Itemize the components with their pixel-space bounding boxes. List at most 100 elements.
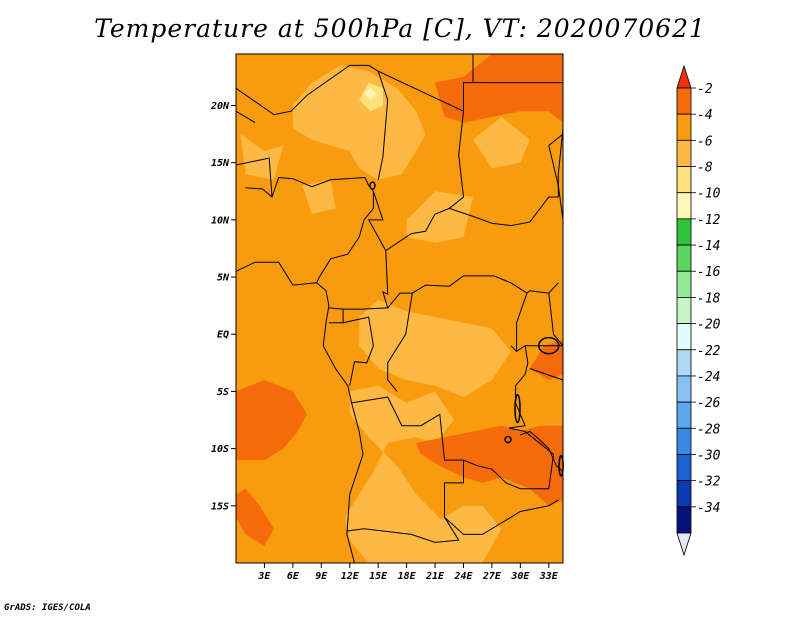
grads-credit: GrADS: IGES/COLA bbox=[4, 603, 91, 613]
colorbar-box bbox=[676, 427, 692, 455]
colorbar-label: -26 bbox=[697, 396, 721, 411]
map-axes: 20N 15N 10N 5N EQ 5S 10S 15S 3E 6E 9E 12E 15E 18E 21E 2… bbox=[210, 101, 559, 582]
border-line bbox=[449, 196, 559, 227]
colorbar-box bbox=[676, 192, 692, 220]
lon-tick-label: 33E bbox=[539, 571, 559, 582]
colorbar-label: -24 bbox=[697, 370, 720, 385]
lake-mweru bbox=[504, 435, 512, 444]
border-line bbox=[444, 499, 559, 535]
colorbar-box bbox=[676, 323, 692, 351]
lon-tick-label: 24E bbox=[453, 571, 473, 582]
border-line bbox=[463, 427, 555, 490]
colorbar-label: -8 bbox=[697, 161, 713, 176]
lon-tick-label: 30E bbox=[510, 571, 530, 582]
colorbar-top-arrow bbox=[676, 64, 692, 89]
lat-tick-label: 10S bbox=[211, 444, 229, 455]
colorbar-box bbox=[676, 87, 692, 115]
field-band-sudan bbox=[473, 116, 530, 169]
field-warm-atlantic bbox=[236, 380, 308, 461]
field-band-south bbox=[345, 385, 464, 563]
colorbar-label: -22 bbox=[697, 344, 721, 359]
colorbar-box bbox=[676, 113, 692, 141]
field-warm-ne bbox=[515, 54, 563, 85]
lat-tick-label: 5N bbox=[217, 273, 230, 284]
field-warm-lake bbox=[529, 340, 563, 380]
border-line bbox=[557, 128, 564, 197]
lat-tick-label: 5S bbox=[217, 387, 229, 398]
colorbar-label: -14 bbox=[697, 239, 720, 254]
colorbar-box bbox=[676, 297, 692, 324]
field-band-west bbox=[240, 134, 284, 180]
border-line bbox=[520, 430, 564, 472]
colorbar-box bbox=[676, 218, 692, 246]
colorbar-box bbox=[676, 270, 692, 298]
lon-tick-label: 12E bbox=[341, 571, 360, 582]
lat-tick-label: EQ bbox=[217, 330, 229, 341]
colorbar-label: -6 bbox=[697, 134, 713, 149]
colorbar-box bbox=[676, 506, 692, 534]
lat-tick-label: 20N bbox=[210, 101, 230, 112]
border-line bbox=[508, 344, 529, 429]
field-warm-sw bbox=[236, 488, 274, 546]
colorbar-label: -34 bbox=[697, 501, 720, 516]
field-cool-core bbox=[364, 87, 377, 100]
border-line bbox=[367, 105, 465, 252]
lat-tick-label: 15N bbox=[211, 158, 230, 169]
colorbar-box bbox=[676, 375, 692, 403]
colorbar-box bbox=[676, 139, 692, 167]
border-line bbox=[463, 54, 474, 106]
border-line bbox=[235, 110, 256, 124]
border-line bbox=[548, 293, 564, 347]
lon-tick-label: 18E bbox=[398, 571, 417, 582]
chart-title: Temperature at 500hPa [C], VT: 202007062… bbox=[94, 14, 706, 43]
colorbar-box bbox=[676, 454, 692, 482]
field-band-nigeria bbox=[302, 179, 336, 215]
colorbar-label: -12 bbox=[697, 213, 721, 228]
colorbar-box bbox=[676, 401, 692, 429]
border-line bbox=[529, 368, 564, 381]
lon-tick-label: 3E bbox=[257, 571, 271, 582]
temperature-field bbox=[236, 54, 563, 563]
border-line bbox=[516, 292, 528, 352]
colorbar-box bbox=[676, 166, 692, 194]
border-line bbox=[346, 396, 464, 543]
colorbar-label: -20 bbox=[697, 318, 721, 333]
colorbar-label: -18 bbox=[697, 291, 721, 306]
border-line bbox=[387, 275, 559, 309]
colorbar-label: -32 bbox=[697, 475, 721, 490]
lon-tick-label: 15E bbox=[369, 571, 388, 582]
field-band-southeast bbox=[368, 505, 502, 563]
colorbar-label: -28 bbox=[697, 422, 721, 437]
lat-tick-label: 15S bbox=[211, 501, 229, 512]
field-band-congo bbox=[359, 299, 511, 398]
colorbar-label: -16 bbox=[697, 265, 721, 280]
colorbar-label: -30 bbox=[697, 448, 721, 463]
field-band-sahara bbox=[292, 65, 426, 180]
colorbar-bottom-arrow bbox=[676, 532, 692, 557]
lon-tick-label: 27E bbox=[482, 571, 502, 582]
colorbar-label: -4 bbox=[697, 108, 713, 123]
field-band-car bbox=[406, 191, 473, 243]
border-line bbox=[377, 71, 389, 180]
lake-victoria bbox=[538, 336, 560, 355]
lat-tick-label: 10N bbox=[211, 215, 230, 226]
map-frame bbox=[235, 53, 564, 564]
lake-tanganyika bbox=[514, 393, 521, 424]
border-line bbox=[235, 64, 379, 116]
field-warm-zambia bbox=[416, 425, 563, 506]
border-line bbox=[377, 70, 464, 112]
border-line bbox=[387, 293, 413, 392]
colorbar-label: -2 bbox=[697, 82, 713, 97]
lake-chad bbox=[369, 181, 376, 190]
border-line bbox=[235, 261, 364, 564]
colorbar-label: -10 bbox=[697, 187, 721, 202]
border-line bbox=[548, 133, 564, 220]
colorbar-box bbox=[676, 244, 692, 272]
lon-tick-label: 9E bbox=[315, 571, 328, 582]
border-line bbox=[342, 316, 374, 386]
colorbar-box bbox=[676, 349, 692, 377]
lon-tick-label: 21E bbox=[425, 571, 445, 582]
lon-tick-label: 6E bbox=[287, 571, 300, 582]
